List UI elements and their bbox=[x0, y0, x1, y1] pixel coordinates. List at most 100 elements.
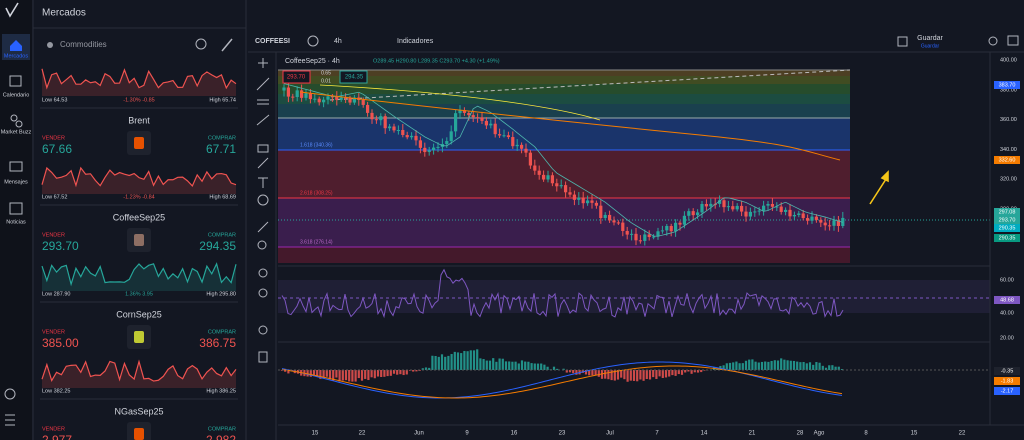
candle-body bbox=[599, 205, 603, 219]
nav-label[interactable]: Mensajes bbox=[4, 179, 28, 185]
macd-bar bbox=[447, 355, 450, 370]
sell-box-text[interactable]: 293.70 bbox=[287, 75, 306, 81]
candle-body bbox=[700, 203, 704, 213]
sell-box[interactable] bbox=[282, 70, 311, 84]
sell-price[interactable]: 385.00 bbox=[42, 336, 79, 350]
macd-bar bbox=[568, 370, 572, 373]
icon-camera[interactable] bbox=[1007, 35, 1019, 46]
sell-label[interactable]: VENDER bbox=[42, 426, 65, 432]
icon-layout[interactable] bbox=[897, 36, 908, 47]
macd-bar bbox=[792, 360, 796, 370]
macd-bar bbox=[348, 370, 351, 382]
candle-body bbox=[726, 206, 730, 208]
sell-price[interactable]: 2.977 bbox=[42, 433, 72, 440]
macd-bar bbox=[556, 368, 559, 370]
icon-settings[interactable] bbox=[988, 36, 998, 46]
nav-label[interactable]: Calendario bbox=[3, 92, 30, 98]
market-name[interactable]: CoffeeSep25 bbox=[113, 212, 165, 222]
date-label: Jun bbox=[414, 431, 424, 437]
buy-label[interactable]: COMPRAR bbox=[208, 426, 236, 432]
candle-body bbox=[718, 200, 722, 204]
icon-add[interactable] bbox=[307, 35, 319, 47]
fib-zone bbox=[278, 76, 850, 84]
macd-bar bbox=[316, 370, 319, 377]
macd-bar bbox=[322, 370, 325, 379]
candle-body bbox=[418, 140, 422, 148]
candle-body bbox=[326, 96, 330, 100]
sell-label[interactable]: VENDER bbox=[42, 329, 65, 335]
indicators[interactable]: Indicadores bbox=[397, 38, 434, 45]
nav-bar bbox=[0, 0, 32, 440]
macd-bar bbox=[815, 362, 818, 370]
macd-bar bbox=[658, 370, 661, 377]
drawing-tools[interactable] bbox=[256, 58, 270, 363]
icon-search[interactable] bbox=[195, 38, 207, 50]
icon-theme[interactable] bbox=[4, 388, 16, 400]
macd-bar bbox=[399, 370, 402, 375]
candle-body bbox=[630, 233, 634, 235]
buy-price[interactable]: 2.982 bbox=[206, 433, 236, 440]
symbol[interactable]: COFFEESI bbox=[255, 38, 290, 45]
macd-bar bbox=[335, 370, 338, 378]
price-badge bbox=[994, 234, 1020, 242]
macd-bar bbox=[802, 361, 805, 370]
candle-body bbox=[524, 148, 528, 153]
nav-label[interactable]: Market Buzz bbox=[1, 129, 32, 135]
market-name[interactable]: CornSep25 bbox=[116, 309, 162, 319]
chart-title: CoffeeSep25 · 4h bbox=[285, 58, 340, 65]
fib-label: 3.618 (276.14) bbox=[300, 239, 333, 245]
macd-bar bbox=[396, 370, 399, 375]
sell-label[interactable]: VENDER bbox=[42, 135, 65, 141]
macd-bar bbox=[677, 370, 680, 375]
macd-bar bbox=[460, 353, 463, 370]
buy-price[interactable]: 67.71 bbox=[206, 142, 236, 156]
icon-calendar bbox=[9, 75, 22, 87]
candle-body bbox=[696, 212, 700, 216]
save-sub[interactable]: Guardar bbox=[921, 43, 940, 49]
macd-bar bbox=[725, 363, 728, 370]
category[interactable]: Commodities bbox=[60, 40, 107, 49]
macd-bar bbox=[533, 363, 536, 370]
market-name[interactable]: Brent bbox=[128, 115, 150, 125]
macd-bar bbox=[476, 349, 479, 370]
candle-body bbox=[792, 214, 796, 217]
icon-home bbox=[10, 40, 22, 51]
buy-box[interactable] bbox=[339, 70, 368, 84]
macd-bar bbox=[456, 352, 460, 370]
macd-bar bbox=[584, 370, 588, 375]
candle-body bbox=[709, 203, 713, 207]
candle-body bbox=[344, 97, 348, 99]
price-axis-label: 320.00 bbox=[1000, 177, 1017, 183]
macd-bar bbox=[332, 370, 335, 381]
sell-price[interactable]: 67.66 bbox=[42, 142, 72, 156]
price-badge-text: 293.70 bbox=[999, 217, 1016, 223]
buy-label[interactable]: COMPRAR bbox=[208, 232, 236, 238]
interval[interactable]: 4h bbox=[334, 38, 342, 45]
buy-box-text[interactable]: 294.35 bbox=[345, 75, 364, 81]
candle-body bbox=[819, 219, 823, 223]
sell-price[interactable]: 293.70 bbox=[42, 239, 79, 253]
candle-body bbox=[313, 98, 317, 100]
macd-bar bbox=[613, 370, 616, 381]
buy-label[interactable]: COMPRAR bbox=[208, 329, 236, 335]
candle-body bbox=[586, 200, 590, 204]
buy-price[interactable]: 294.35 bbox=[199, 239, 236, 253]
market-name[interactable]: NGasSep25 bbox=[114, 406, 163, 416]
macd-bar bbox=[760, 361, 764, 370]
date-label: 8 bbox=[864, 431, 868, 437]
macd-badge-text: -0.35 bbox=[1001, 368, 1014, 374]
icon-settings[interactable] bbox=[5, 414, 15, 426]
macd-bar bbox=[610, 370, 613, 381]
candle-body bbox=[722, 200, 726, 208]
date-label: 15 bbox=[312, 431, 319, 437]
candle-body bbox=[383, 116, 387, 129]
candle-body bbox=[806, 218, 810, 221]
low: Low 287.90 bbox=[42, 291, 70, 297]
nav-label[interactable]: Mercados bbox=[4, 53, 28, 59]
save[interactable]: Guardar bbox=[917, 35, 943, 42]
icon-edit[interactable] bbox=[221, 38, 233, 52]
buy-price[interactable]: 386.75 bbox=[199, 336, 236, 350]
nav-label[interactable]: Noticias bbox=[6, 219, 26, 225]
sell-label[interactable]: VENDER bbox=[42, 232, 65, 238]
buy-label[interactable]: COMPRAR bbox=[208, 135, 236, 141]
